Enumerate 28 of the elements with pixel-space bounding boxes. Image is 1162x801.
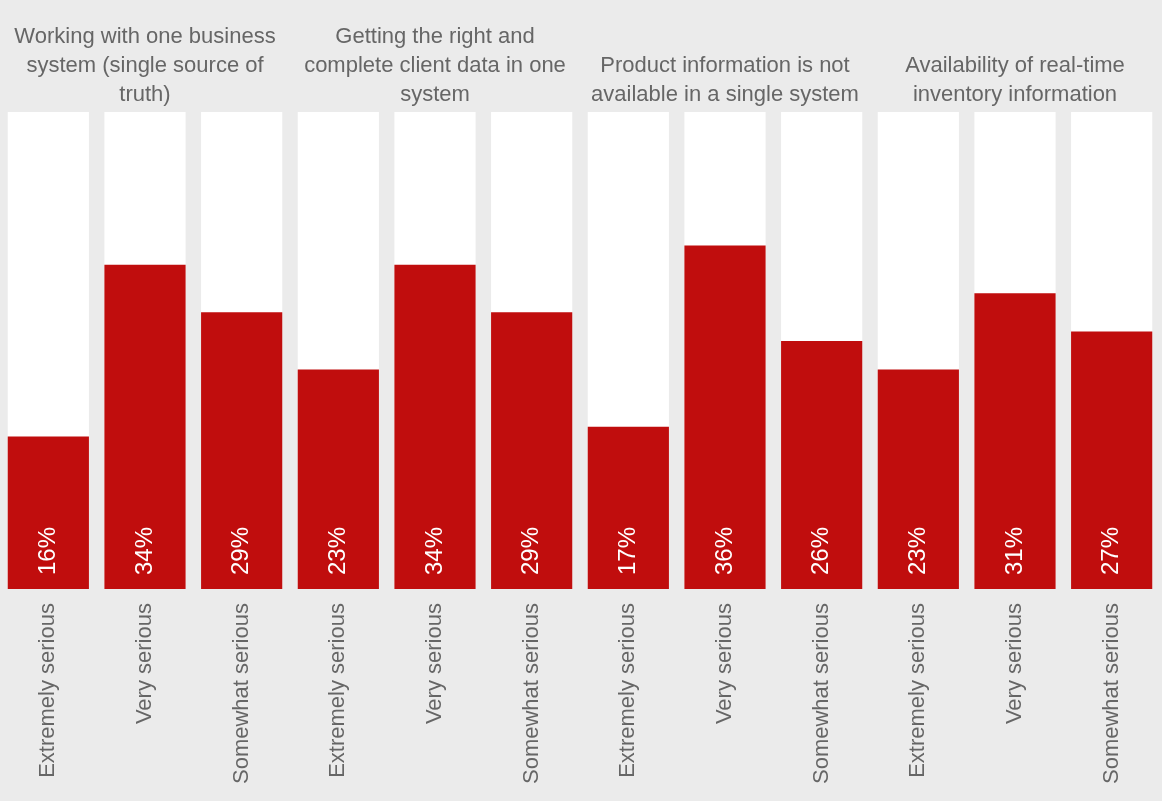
x-tick-label: Very serious: [131, 603, 157, 725]
x-tick-label: Somewhat serious: [227, 603, 253, 785]
chart-title: Working with one business system (single source of truth): [13, 22, 277, 108]
data-label: 26%: [806, 526, 834, 576]
data-label: 36%: [709, 526, 737, 576]
x-tick-label: Somewhat serious: [517, 603, 543, 785]
x-tick-label: Somewhat serious: [807, 603, 833, 785]
data-label: 17%: [612, 526, 640, 576]
x-tick-label: Very serious: [421, 603, 447, 725]
data-label: 16%: [32, 526, 60, 576]
data-label: 23%: [322, 526, 350, 576]
x-tick-label: Extremely serious: [904, 603, 930, 778]
x-tick-label: Extremely serious: [614, 603, 640, 778]
data-label: 31%: [999, 526, 1027, 576]
x-tick-label: Extremely serious: [324, 603, 350, 778]
chart-title: Getting the right and complete client data in one system: [303, 22, 567, 108]
data-label: 34%: [129, 526, 157, 576]
x-tick-label: Somewhat serious: [1097, 603, 1123, 785]
x-tick-label: Very serious: [1001, 603, 1027, 725]
data-label: 34%: [419, 526, 447, 576]
data-label: 29%: [516, 526, 544, 576]
data-label: 29%: [226, 526, 254, 576]
chart-title: Availability of real-time inventory information: [904, 51, 1126, 108]
chart-title: Product information is not available in a single system: [590, 51, 860, 108]
data-label: 27%: [1096, 526, 1124, 576]
data-label: 23%: [902, 526, 930, 576]
x-tick-label: Extremely serious: [34, 603, 60, 778]
x-tick-label: Very serious: [711, 603, 737, 725]
